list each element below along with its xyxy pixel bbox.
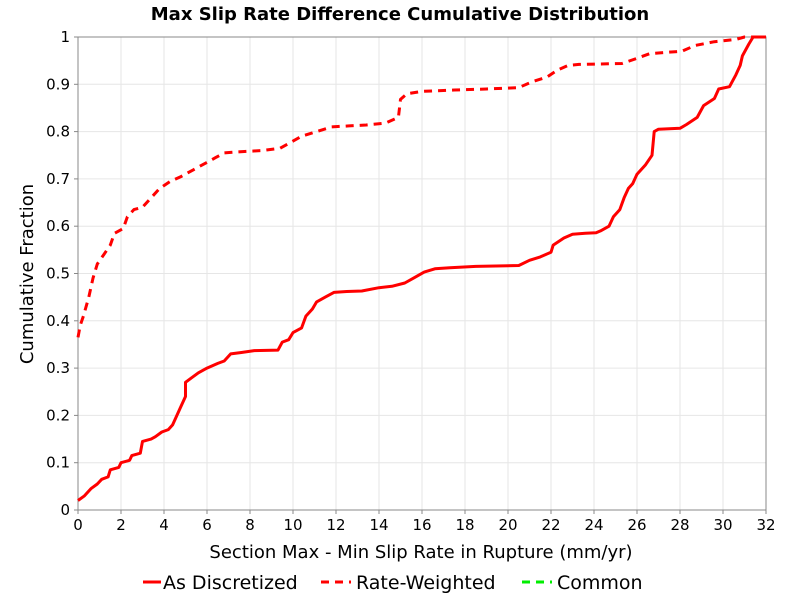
chart-title: Max Slip Rate Difference Cumulative Dist…	[151, 4, 649, 25]
y-tick-label: 0.9	[46, 75, 70, 93]
y-tick-label: 0	[60, 501, 70, 519]
x-tick-label: 12	[326, 516, 345, 534]
y-axis-ticks: 0 0.1 0.2 0.3 0.4 0.5 0.6 0.7 0.8 0.9 1	[46, 28, 78, 519]
legend: As Discretized Rate-Weighted Common	[143, 572, 643, 594]
x-tick-label: 22	[541, 516, 560, 534]
y-tick-label: 0.2	[46, 406, 70, 424]
x-tick-label: 32	[756, 516, 775, 534]
y-tick-label: 1	[60, 28, 70, 46]
x-tick-label: 24	[584, 516, 603, 534]
y-tick-label: 0.6	[46, 217, 70, 235]
x-tick-label: 16	[412, 516, 431, 534]
x-tick-label: 4	[159, 516, 169, 534]
x-tick-label: 18	[455, 516, 474, 534]
series-line-rate-weighted	[76, 35, 766, 338]
x-axis-label: Section Max - Min Slip Rate in Rupture (…	[209, 542, 632, 563]
y-tick-label: 0.7	[46, 170, 70, 188]
y-tick-label: 0.4	[46, 312, 70, 330]
y-tick-label: 0.8	[46, 123, 70, 141]
series-line-as-discretized	[77, 35, 766, 502]
x-axis-ticks: 0 2 4 6 8 10 12 14 16 18 20 22 24 26 28 30 32	[73, 510, 776, 534]
x-tick-label: 2	[116, 516, 126, 534]
legend-label-common: Common	[557, 572, 643, 594]
x-tick-label: 8	[245, 516, 255, 534]
legend-label-as-discretized: As Discretized	[163, 572, 298, 594]
y-tick-label: 0.5	[46, 265, 70, 283]
legend-label-rate-weighted: Rate-Weighted	[356, 572, 496, 594]
x-tick-label: 6	[202, 516, 212, 534]
x-tick-label: 14	[369, 516, 388, 534]
x-tick-label: 26	[627, 516, 646, 534]
x-tick-label: 0	[73, 516, 83, 534]
x-tick-label: 20	[498, 516, 517, 534]
y-tick-label: 0.3	[46, 359, 70, 377]
x-tick-label: 30	[713, 516, 732, 534]
series-group	[76, 35, 766, 502]
y-axis-label: Cumulative Fraction	[17, 184, 38, 364]
y-tick-label: 0.1	[46, 454, 70, 472]
x-tick-label: 10	[283, 516, 302, 534]
x-tick-label: 28	[670, 516, 689, 534]
